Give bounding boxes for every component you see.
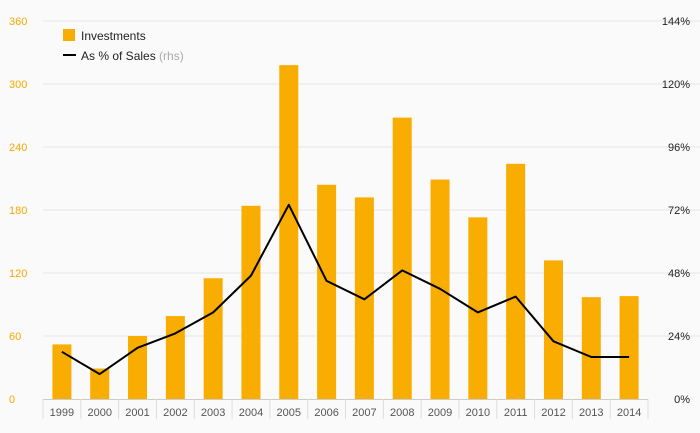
bar-2006 (317, 184, 337, 399)
x-tick-label-2007: 2007 (352, 407, 376, 419)
bar-2011 (506, 163, 526, 399)
y-right-tick-label-6: 144% (662, 16, 690, 28)
y-left-tick-label-4: 240 (9, 142, 27, 154)
bar-2013 (581, 297, 601, 399)
bar-2002 (165, 316, 185, 399)
legend-label-investments: Investments (81, 29, 146, 43)
y-left-tick-label-0: 0 (9, 394, 15, 406)
x-tick-label-2002: 2002 (163, 407, 187, 419)
investments-bars (52, 65, 639, 399)
x-tick-label-2010: 2010 (466, 407, 490, 419)
y-left-tick-label-2: 120 (9, 268, 27, 280)
x-tick-label-1999: 1999 (50, 407, 74, 419)
bar-2014 (619, 296, 639, 399)
x-tick-label-2004: 2004 (239, 407, 263, 419)
sales-percent-polyline (61, 203, 630, 376)
x-tick-label-2011: 2011 (504, 407, 528, 419)
legend: Investments As % of Sales (rhs) (63, 29, 184, 63)
x-tick-label-2014: 2014 (617, 407, 641, 419)
x-tick-label-2012: 2012 (541, 407, 565, 419)
y-left-tick-label-5: 300 (9, 79, 27, 91)
axes: 1999 2000 2001 2002 2003 2004 2005 2006 2007 2008… (9, 16, 690, 419)
y-right-tick-label-1: 24% (668, 331, 690, 343)
legend-label-sales-percent-name: As % of Sales (81, 49, 156, 63)
legend-swatch-investments (63, 29, 75, 41)
bar-2004 (241, 205, 261, 399)
bar-1999 (52, 344, 72, 399)
y-right-tick-label-2: 48% (668, 268, 690, 280)
y-left-tick-label-6: 360 (9, 16, 27, 28)
x-tick-label-2009: 2009 (428, 407, 452, 419)
bar-2005 (279, 65, 299, 399)
bar-2010 (468, 217, 488, 399)
x-tick-label-2013: 2013 (579, 407, 603, 419)
legend-label-sales-percent: As % of Sales (rhs) (81, 49, 184, 63)
bar-2012 (543, 260, 563, 399)
x-tick-label-2000: 2000 (87, 407, 111, 419)
bar-2008 (392, 117, 412, 399)
y-left-tick-label-1: 60 (9, 331, 21, 343)
y-left-tick-label-3: 180 (9, 205, 27, 217)
x-tick-label-2006: 2006 (314, 407, 338, 419)
bar-2000 (90, 368, 110, 399)
y-right-tick-label-4: 96% (668, 142, 690, 154)
y-right-tick-label-0: 0% (674, 394, 690, 406)
sales-percent-line (61, 203, 630, 376)
y-right-tick-label-5: 120% (662, 79, 690, 91)
x-tick-label-2005: 2005 (277, 407, 301, 419)
legend-label-rhs-note: (rhs) (159, 49, 184, 63)
y-right-tick-label-3: 72% (668, 205, 690, 217)
x-tick-label-2008: 2008 (390, 407, 414, 419)
bar-2003 (203, 278, 223, 399)
x-tick-label-2001: 2001 (125, 407, 149, 419)
x-tick-label-2003: 2003 (201, 407, 225, 419)
